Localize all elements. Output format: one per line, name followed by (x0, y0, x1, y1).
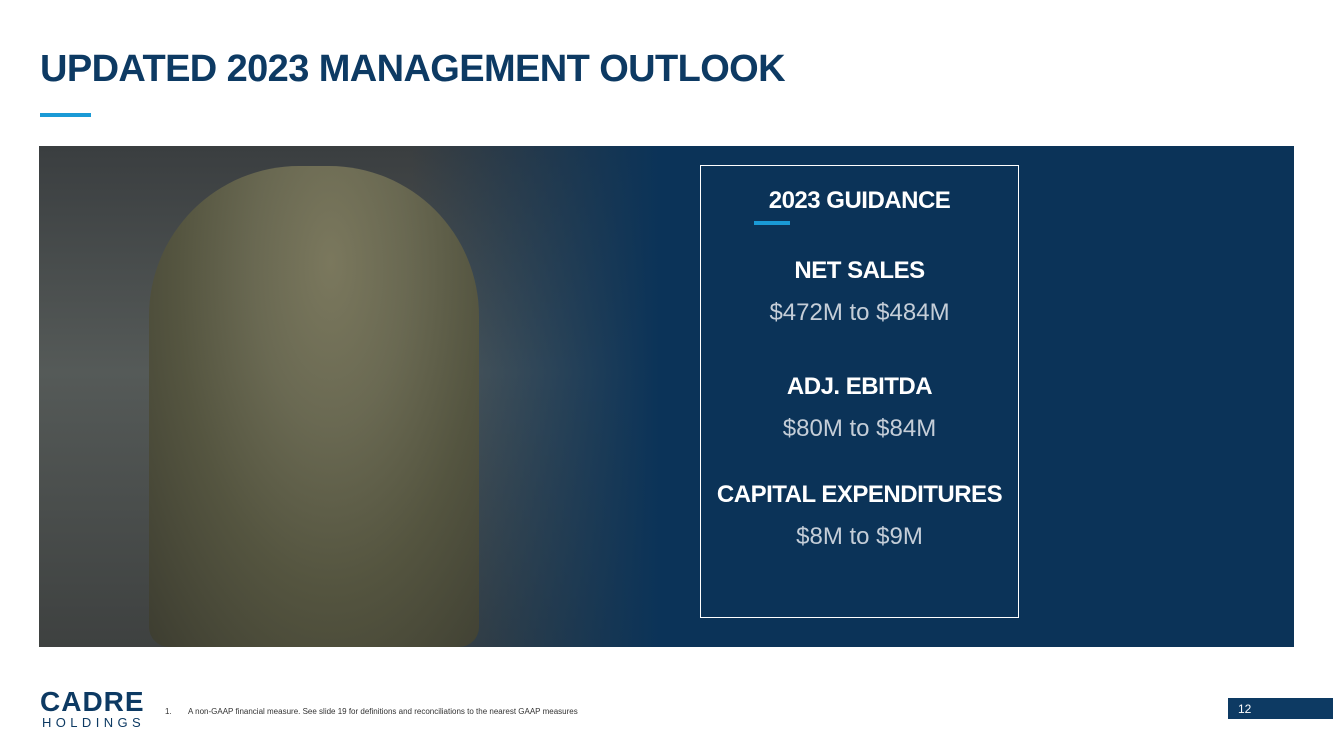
footnote-number: 1. (165, 707, 172, 716)
item-label: ADJ. EBITDA (786, 373, 933, 400)
page-number: 12 (1238, 702, 1252, 716)
heading-underline (754, 221, 790, 225)
item-label: NET SALES (794, 257, 925, 284)
item-value: $472M to $484M (769, 299, 950, 326)
item-value: $8M to $9M (796, 523, 923, 550)
slide-title: UPDATED 2023 MANAGEMENT OUTLOOK (40, 48, 786, 90)
hero-panel (39, 146, 1294, 647)
page-number-box: 12 (1228, 698, 1333, 719)
logo: CADRE (40, 686, 145, 717)
logo-subtitle: HOLDINGS (42, 715, 146, 730)
item-label: CAPITAL EXPENDITURES (716, 481, 1003, 508)
photo-figure (149, 166, 479, 647)
footnote: A non-GAAP financial measure. See slide … (188, 707, 578, 716)
title-underline (40, 113, 91, 117)
guidance-heading: 2023 GUIDANCE (768, 187, 951, 214)
guidance-box: 2023 GUIDANCE NET SALES $472M to $484M A… (700, 165, 1019, 618)
item-value: $80M to $84M (782, 415, 937, 442)
